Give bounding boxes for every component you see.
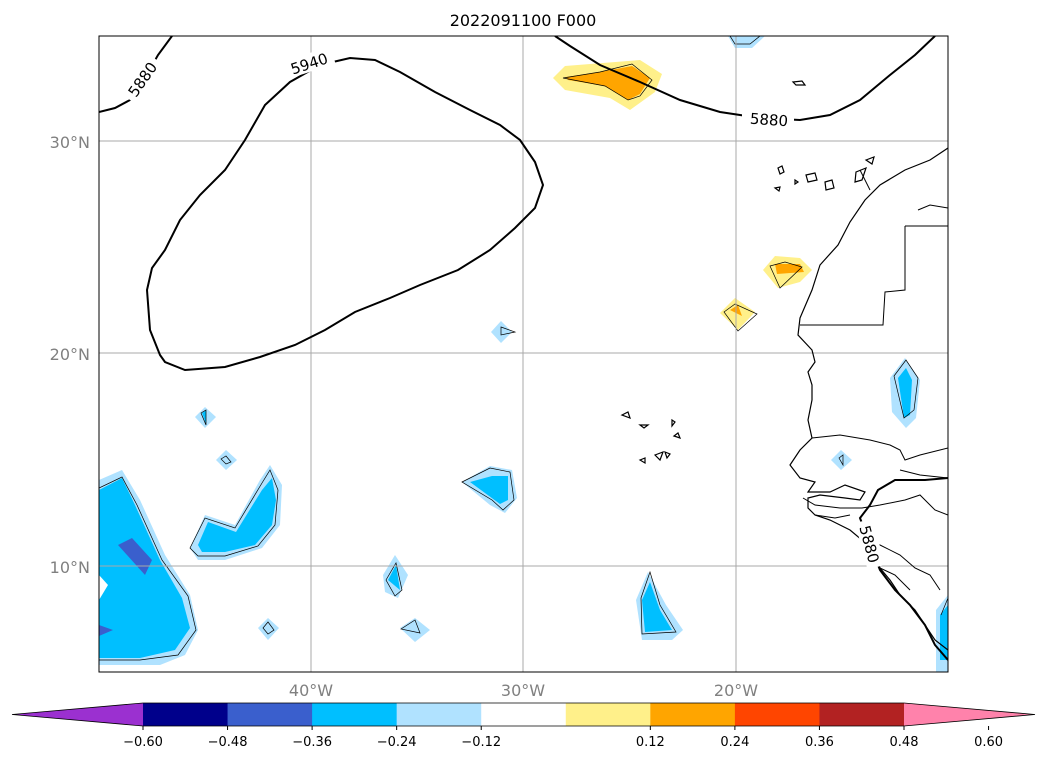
latitude-labels: 30°N 20°N 10°N: [50, 133, 90, 577]
lat-label-20n: 20°N: [50, 345, 90, 364]
negative-region-strong: [99, 625, 113, 636]
colorbar-tick-label: 0.60: [974, 735, 1003, 750]
lon-label-30w: 30°W: [501, 681, 545, 700]
colorbar-tick-label: −0.48: [208, 735, 248, 750]
colorbar: [11, 702, 1036, 727]
colorbar-tick-label: 0.12: [636, 735, 665, 750]
colorbar-segment: [143, 703, 229, 726]
colorbar-segment: [819, 703, 905, 726]
negative-spot: [216, 450, 237, 470]
contour-label-5880: 5880: [749, 110, 788, 131]
contour-5940: [145, 56, 545, 372]
negative-spot: [940, 605, 948, 660]
colorbar-tick-label: −0.60: [123, 735, 163, 750]
map-frame: [98, 35, 949, 673]
anomaly-contours: [99, 36, 948, 665]
negative-spot: [491, 321, 512, 343]
lon-label-20w: 20°W: [714, 681, 758, 700]
colorbar-extend-high: [904, 703, 1035, 726]
negative-spot: [898, 368, 912, 418]
colorbar-segment: [481, 703, 567, 726]
colorbar-tick-label: 0.48: [890, 735, 919, 750]
negative-spot: [400, 618, 430, 642]
longitude-labels: 40°W 30°W 20°W: [289, 681, 758, 700]
madeira: [791, 80, 807, 86]
colorbar-extend-low: [12, 703, 143, 726]
cape-verde-islands: [620, 411, 682, 465]
colorbar-tick-label: −0.12: [461, 735, 501, 750]
map-area: 5940 5880 5880 5880: [98, 35, 949, 673]
negative-spot: [202, 410, 206, 424]
borders: [800, 169, 948, 591]
gridlines: [99, 36, 948, 672]
lat-label-10n: 10°N: [50, 558, 90, 577]
colorbar-segment: [396, 703, 482, 726]
negative-spot: [388, 565, 400, 590]
colorbar-tick-label: −0.36: [292, 735, 332, 750]
figure-title: 2022091100 F000: [450, 11, 597, 30]
negative-spot: [831, 450, 852, 470]
colorbar-segment: [650, 703, 736, 726]
negative-spot: [258, 618, 279, 640]
negative-spot: [470, 476, 508, 504]
positive-spot: [720, 298, 755, 330]
colorbar-tick-label: 0.24: [720, 735, 749, 750]
colorbar-tick-label: 0.36: [805, 735, 834, 750]
colorbar-segment: [734, 703, 820, 726]
canary-islands: [773, 156, 875, 193]
negative-region-core: [198, 478, 276, 552]
lon-label-40w: 40°W: [289, 681, 333, 700]
negative-region-edge: [99, 575, 108, 600]
negative-spot: [642, 582, 672, 632]
positive-spot: [775, 264, 804, 274]
positive-region-core: [566, 66, 650, 100]
colorbar-segment: [312, 703, 398, 726]
colorbar-tick-labels: −0.60 −0.48 −0.36 −0.24 −0.12 0.12 0.24 0.36 0.4…: [123, 726, 1003, 750]
lat-label-30n: 30°N: [50, 133, 90, 152]
shaded-field: [99, 36, 948, 672]
colorbar-tick-label: −0.24: [377, 735, 417, 750]
colorbar-segment: [565, 703, 651, 726]
colorbar-segment: [227, 703, 313, 726]
